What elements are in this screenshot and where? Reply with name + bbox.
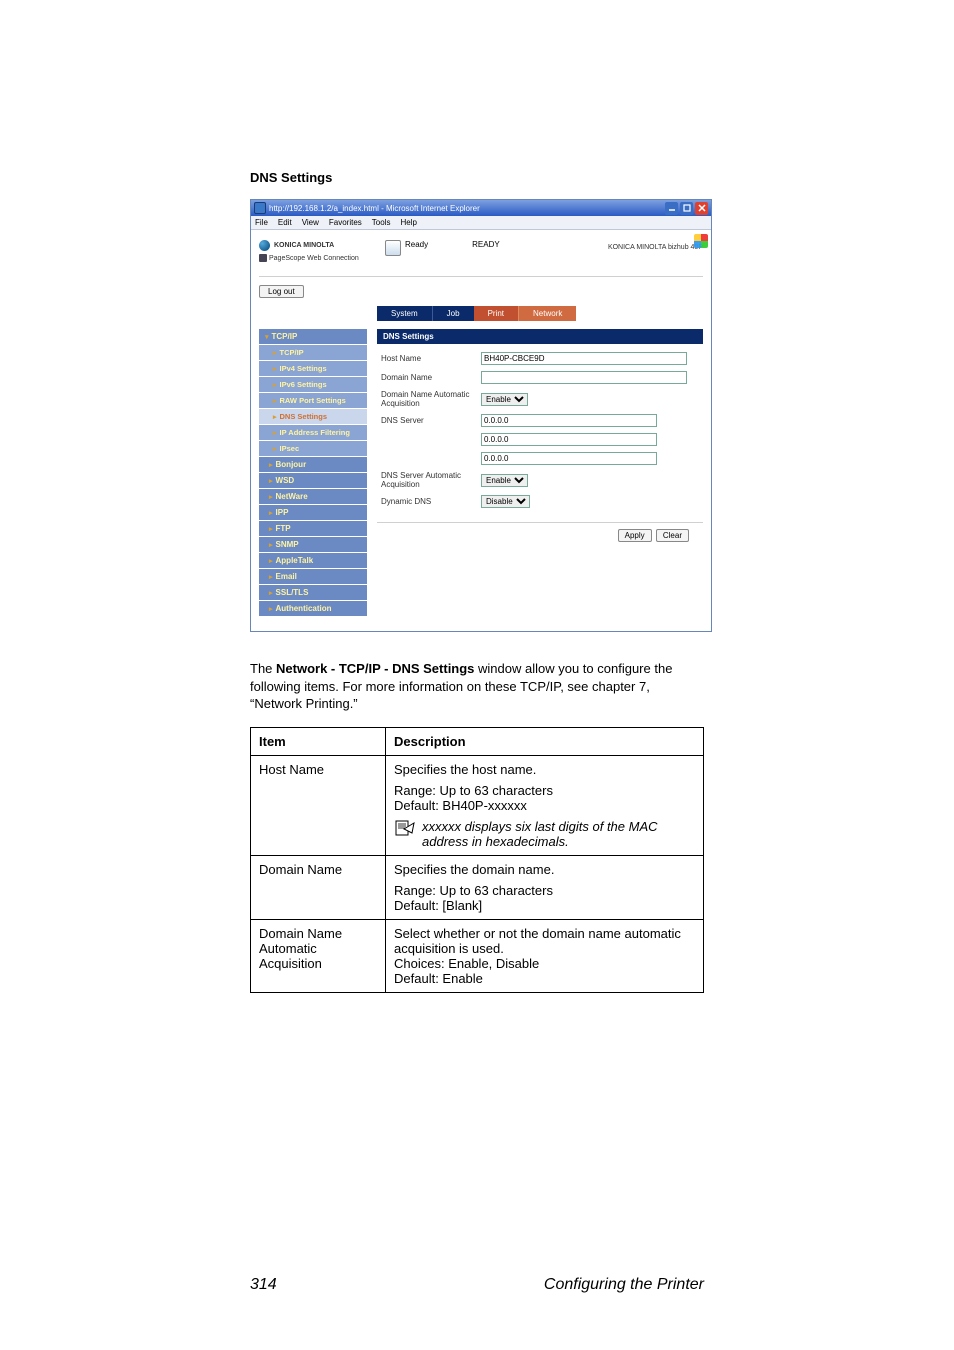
sidebar-item-netware[interactable]: NetWare [259,489,367,505]
sidebar-sub-rawport[interactable]: RAW Port Settings [259,393,367,409]
tab-job[interactable]: Job [432,306,474,321]
page-title: Configuring the Printer [544,1276,704,1294]
domain-name-input[interactable] [481,371,687,384]
menu-edit[interactable]: Edit [278,218,292,227]
th-desc: Description [386,727,704,755]
status-small-label: Ready [405,240,428,249]
sidebar-sub-tcpip[interactable]: TCP/IP [259,345,367,361]
cell-item: Domain Name [251,855,386,919]
cell-item: Host Name [251,755,386,855]
tab-network[interactable]: Network [518,306,576,321]
minimize-button[interactable] [665,202,678,215]
sidebar-item-appletalk[interactable]: AppleTalk [259,553,367,569]
sidebar-item-auth[interactable]: Authentication [259,601,367,617]
clear-button[interactable]: Clear [656,529,689,542]
table-row: Domain Name Specifies the domain name. R… [251,855,704,919]
close-button[interactable] [695,202,708,215]
cell-desc: Select whether or not the domain name au… [386,919,704,992]
tab-system[interactable]: System [377,306,432,321]
model-label: KONICA MINOLTA bizhub 40P [608,240,703,262]
dns-server-label: DNS Server [381,416,481,425]
page-footer: 314 Configuring the Printer [250,1276,704,1294]
menu-tools[interactable]: Tools [372,218,391,227]
sidebar-item-ipp[interactable]: IPP [259,505,367,521]
sidebar: TCP/IP TCP/IP IPv4 Settings IPv6 Setting… [259,329,367,617]
window-title: http://192.168.1.2/a_index.html - Micros… [269,204,480,213]
logout-button[interactable]: Log out [259,285,304,298]
sidebar-item-ftp[interactable]: FTP [259,521,367,537]
section-heading: DNS Settings [250,170,704,185]
cell-desc: Specifies the host name. Range: Up to 63… [386,755,704,855]
dns-auto-select[interactable]: Enable [481,474,528,487]
sidebar-sub-dns[interactable]: DNS Settings [259,409,367,425]
dyn-dns-select[interactable]: Disable [481,495,530,508]
sidebar-item-snmp[interactable]: SNMP [259,537,367,553]
table-row: Domain Name Automatic Acquisition Select… [251,919,704,992]
body-paragraph: The Network - TCP/IP - DNS Settings wind… [250,660,704,713]
sidebar-top-tcpip[interactable]: TCP/IP [259,329,367,345]
sidebar-item-email[interactable]: Email [259,569,367,585]
pagescope-icon [259,254,267,262]
dns-server-3-input[interactable] [481,452,657,465]
menu-view[interactable]: View [302,218,319,227]
dns-auto-label: DNS Server Automatic Acquisition [381,471,481,489]
menu-help[interactable]: Help [400,218,416,227]
sidebar-sub-ipfilter[interactable]: IP Address Filtering [259,425,367,441]
pagescope-label: PageScope Web Connection [269,255,359,262]
status-text: READY [472,240,500,249]
dns-server-2-input[interactable] [481,433,657,446]
sidebar-sub-ipsec[interactable]: IPsec [259,441,367,457]
note-text: xxxxxx displays six last digits of the M… [422,819,695,849]
sidebar-item-ssltls[interactable]: SSL/TLS [259,585,367,601]
window-titlebar: http://192.168.1.2/a_index.html - Micros… [251,200,711,216]
dns-server-1-input[interactable] [481,414,657,427]
panel-title: DNS Settings [377,329,703,344]
ie-icon [254,202,266,214]
maximize-button[interactable] [680,202,693,215]
windows-logo-icon [694,234,708,248]
sidebar-item-bonjour[interactable]: Bonjour [259,457,367,473]
domain-name-label: Domain Name [381,373,481,382]
printer-status-icon [385,240,401,256]
browser-screenshot: http://192.168.1.2/a_index.html - Micros… [250,199,712,632]
table-row: Host Name Specifies the host name. Range… [251,755,704,855]
sidebar-item-wsd[interactable]: WSD [259,473,367,489]
brand-label: KONICA MINOLTA [274,242,334,249]
tab-print[interactable]: Print [474,306,518,321]
page-number: 314 [250,1276,277,1294]
dyn-dns-label: Dynamic DNS [381,497,481,506]
settings-table: Item Description Host Name Specifies the… [250,727,704,993]
sidebar-sub-ipv4[interactable]: IPv4 Settings [259,361,367,377]
th-item: Item [251,727,386,755]
cell-item: Domain Name Automatic Acquisition [251,919,386,992]
menu-file[interactable]: File [255,218,268,227]
km-globe-icon [259,240,270,251]
sidebar-sub-ipv6[interactable]: IPv6 Settings [259,377,367,393]
apply-button[interactable]: Apply [618,529,652,542]
cell-desc: Specifies the domain name. Range: Up to … [386,855,704,919]
note-icon [394,819,416,840]
domain-auto-label: Domain Name Automatic Acquisition [381,390,481,408]
menu-bar: File Edit View Favorites Tools Help [251,216,711,230]
host-name-input[interactable] [481,352,687,365]
domain-auto-select[interactable]: Enable [481,393,528,406]
menu-favorites[interactable]: Favorites [329,218,362,227]
host-name-label: Host Name [381,354,481,363]
